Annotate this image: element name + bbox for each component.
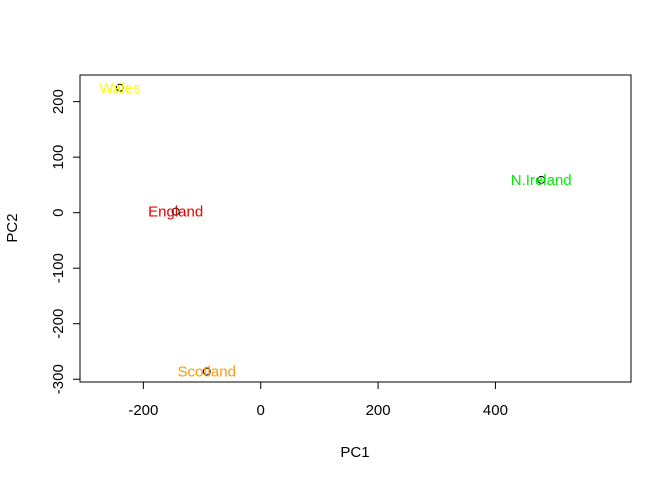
x-axis-title: PC1 — [340, 444, 369, 461]
data-points: England Wales Scotland N.Ireland — [99, 80, 571, 381]
y-tick-label: 200 — [50, 89, 67, 114]
x-tick-label: 0 — [257, 402, 265, 419]
y-tick-label: 100 — [50, 145, 67, 170]
y-axis: -300 -200 -100 0 100 200 — [50, 89, 81, 394]
plot-frame — [79, 74, 632, 383]
point-label: England — [148, 204, 203, 221]
data-point — [115, 83, 124, 92]
point-label: N.Ireland — [511, 172, 572, 189]
point-label: Scotland — [178, 363, 236, 380]
point-label: Wales — [99, 80, 140, 97]
y-tick-label: 0 — [50, 209, 67, 217]
x-tick-label: 200 — [366, 402, 391, 419]
y-tick-label: -300 — [50, 364, 67, 394]
x-axis: -200 0 200 400 — [128, 381, 508, 419]
y-tick-label: -200 — [50, 309, 67, 339]
x-tick-label: 400 — [483, 402, 508, 419]
data-point — [171, 207, 180, 216]
data-point — [537, 175, 546, 184]
x-tick-label: -200 — [128, 402, 158, 419]
y-axis-title: PC2 — [4, 213, 21, 242]
y-tick-label: -100 — [50, 253, 67, 283]
data-point — [202, 367, 211, 376]
